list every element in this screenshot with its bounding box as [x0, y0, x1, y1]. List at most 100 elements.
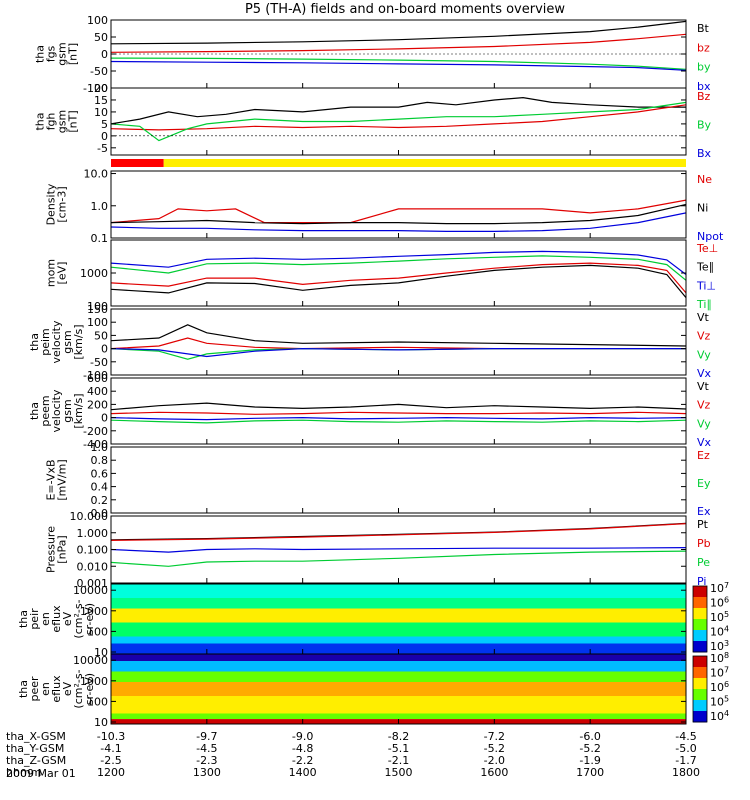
y-tick-label: 200 — [87, 398, 108, 411]
colorbar-tick-exponent: 4 — [724, 625, 729, 634]
spectrogram-band — [111, 636, 686, 644]
legend-entry: Ez — [697, 449, 710, 462]
x-axis-row-value: -9.7 — [196, 730, 217, 743]
spectrogram-band — [111, 598, 686, 609]
colorbar-segment — [693, 630, 707, 642]
y-axis-label: eV — [61, 681, 74, 696]
x-axis-row-value: 1300 — [193, 766, 221, 779]
series-line-Npot — [110, 212, 687, 232]
mode-bar-segment — [111, 159, 164, 167]
y-tick-label: 0.4 — [91, 481, 109, 494]
legend-entry: Bt — [697, 22, 710, 35]
y-tick-label: -400 — [83, 438, 108, 451]
y-tick-label: 10 — [94, 646, 108, 659]
series-line-Ti⊥ — [110, 250, 687, 275]
colorbar-tick-exponent: 6 — [724, 680, 729, 689]
y-tick-label: 0 — [101, 343, 108, 356]
series-line-Bz — [110, 104, 687, 131]
legend-entry: bz — [697, 41, 710, 54]
legend-entry: Ni — [697, 202, 708, 215]
series-line-Vt — [110, 402, 687, 411]
colorbar-segment — [693, 656, 707, 668]
colorbar-tick-exponent: 5 — [724, 610, 729, 619]
y-axis-label: en — [39, 612, 52, 626]
colorbar-segment — [693, 641, 707, 653]
y-tick-label: 100 — [87, 300, 108, 313]
y-axis-label: [nT] — [67, 110, 80, 132]
series-line-Pi — [110, 546, 687, 553]
x-axis-row-value: 1400 — [289, 766, 317, 779]
y-tick-label: 15 — [94, 94, 108, 107]
y-axis-label: fgs — [45, 45, 58, 62]
x-axis-row-value: -5.1 — [388, 742, 409, 755]
legend-entry: Pb — [697, 537, 711, 550]
y-axis-label: sr-eV) — [83, 603, 96, 635]
legend-entry: Vy — [697, 417, 711, 430]
series-line-Vz — [110, 411, 687, 415]
series-line-Vz — [110, 337, 686, 350]
legend-entry: Vt — [697, 311, 710, 324]
legend-entry: Vt — [697, 380, 710, 393]
x-axis-row-value: -2.0 — [484, 754, 505, 767]
colorbar-tick-exponent: 7 — [724, 666, 729, 675]
panel-modebar — [111, 159, 687, 167]
x-axis-row-value: -1.9 — [579, 754, 600, 767]
series-line-Pe — [110, 550, 687, 567]
x-axis-row-value: 1500 — [385, 766, 413, 779]
spectrogram-band — [111, 671, 686, 682]
colorbar-frame — [692, 655, 708, 723]
x-axis-row-value: -7.2 — [484, 730, 505, 743]
x-axis-row-value: -4.8 — [292, 742, 313, 755]
legend-entry: By — [697, 119, 712, 132]
y-tick-label: 10000 — [73, 654, 108, 667]
legend-entry: Te∥ — [696, 261, 714, 274]
y-tick-label: 0.6 — [91, 467, 109, 480]
panel-temp: 1000 100 mom[eV] Te⊥ Te∥ Ti⊥ Ti∥ — [45, 239, 718, 313]
y-tick-label: 0.001 — [77, 577, 109, 590]
x-axis-row-value: 1800 — [672, 766, 700, 779]
x-axis-row-label: tha_Z-GSM — [6, 754, 66, 767]
colorbar-tick-exponent: 7 — [724, 581, 729, 590]
y-axis-label: [km/s] — [72, 324, 85, 359]
y-axis-label: Density — [45, 183, 58, 225]
y-tick-label: -100 — [83, 82, 108, 95]
series-line-Te∥ — [110, 264, 687, 298]
y-tick-label: 600 — [87, 372, 108, 385]
x-axis-row-value: -6.0 — [579, 730, 600, 743]
y-tick-label: 0 — [101, 48, 108, 61]
colorbar-tick-exponent: 4 — [724, 709, 729, 718]
legend-entry: Pt — [697, 518, 709, 531]
y-axis-label: velocity — [50, 389, 63, 432]
y-axis-label: [mV/m] — [56, 459, 69, 500]
y-tick-label: 1.000 — [77, 527, 109, 540]
y-axis-label: [nPa] — [56, 535, 69, 563]
x-axis-row-value: -2.3 — [196, 754, 217, 767]
spectrogram-band — [111, 654, 686, 661]
y-axis-label: eflux — [50, 675, 63, 703]
y-tick-label: 0 — [101, 412, 108, 425]
panel-frame — [110, 239, 687, 307]
y-tick-label: 10 — [94, 716, 108, 729]
y-tick-label: -50 — [90, 65, 108, 78]
x-axis-row-value: -1.7 — [675, 754, 696, 767]
y-axis-label: eflux — [50, 605, 63, 633]
series-line-bz — [110, 33, 687, 53]
y-axis-label: (cm²-s- — [72, 599, 85, 638]
panel-density: 10.0 1.0 0.1 Density[cm-3] Ne Ni Npot — [45, 168, 724, 245]
figure-title: P5 (TH-A) fields and on-board moments ov… — [245, 2, 565, 17]
y-axis-label: E=-VxB — [45, 459, 58, 500]
spectrogram-band — [111, 713, 686, 720]
y-tick-label: -50 — [90, 356, 108, 369]
y-tick-label: 50 — [94, 329, 108, 342]
panel-frame — [110, 446, 687, 514]
series-line-Vx — [110, 416, 687, 421]
series-line-Vy — [110, 419, 687, 424]
y-tick-label: 1000 — [80, 605, 108, 618]
y-tick-label: 1000 — [80, 675, 108, 688]
y-axis-label: Pressure — [45, 526, 58, 573]
x-axis-row-value: -2.5 — [100, 754, 121, 767]
panel-frame — [110, 377, 687, 445]
colorbar-tick-label: 106 — [710, 680, 729, 694]
